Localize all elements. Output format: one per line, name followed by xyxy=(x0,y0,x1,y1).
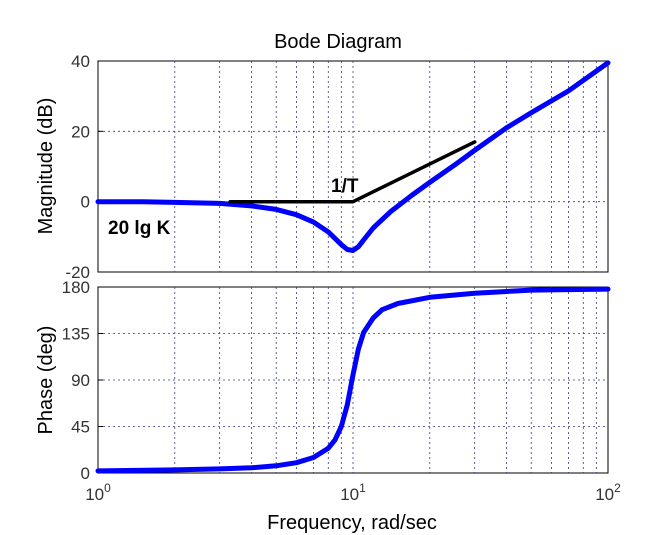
y-tick-label: 180 xyxy=(62,278,90,297)
y-tick-label: 40 xyxy=(71,52,90,71)
magnitude-y-ticks: 40 20 0 -20 xyxy=(65,52,90,282)
series-line-0 xyxy=(95,60,611,253)
phase-series xyxy=(95,286,611,474)
chart-title: Bode Diagram xyxy=(274,31,402,53)
annotation-20-lg-k: 20 lg K xyxy=(108,218,171,239)
x-axis-label: Frequency, rad/sec xyxy=(267,512,437,534)
x-tick-label: 100 xyxy=(85,481,111,504)
y-tick-label: 90 xyxy=(71,371,90,390)
series-line-1 xyxy=(228,140,477,204)
series-line-0 xyxy=(95,286,611,474)
magnitude-y-axis-label: Magnitude (dB) xyxy=(35,98,57,235)
y-tick-label: 20 xyxy=(71,122,90,141)
annotation-1-over-t: 1/T xyxy=(331,176,359,197)
phase-grid xyxy=(98,286,608,474)
y-tick-label: 0 xyxy=(81,193,90,212)
y-tick-label: 135 xyxy=(62,325,90,344)
x-tick-label: 102 xyxy=(595,481,621,504)
x-tick-label: 101 xyxy=(340,481,366,504)
y-tick-label: -20 xyxy=(65,263,90,282)
y-tick-label: 45 xyxy=(71,418,90,437)
magnitude-series xyxy=(95,60,611,253)
phase-x-ticks: 100 101 102 xyxy=(85,481,621,504)
magnitude-plot: 40 20 0 -20 1/T 20 lg K Magnitude (dB) xyxy=(35,52,611,282)
phase-y-axis-label: Phase (deg) xyxy=(35,326,57,435)
y-tick-label: 0 xyxy=(81,464,90,483)
phase-plot: 180 135 90 45 0 100 101 102 Phase (deg) Freque… xyxy=(35,278,621,534)
phase-y-ticks: 180 135 90 45 0 xyxy=(62,278,90,483)
